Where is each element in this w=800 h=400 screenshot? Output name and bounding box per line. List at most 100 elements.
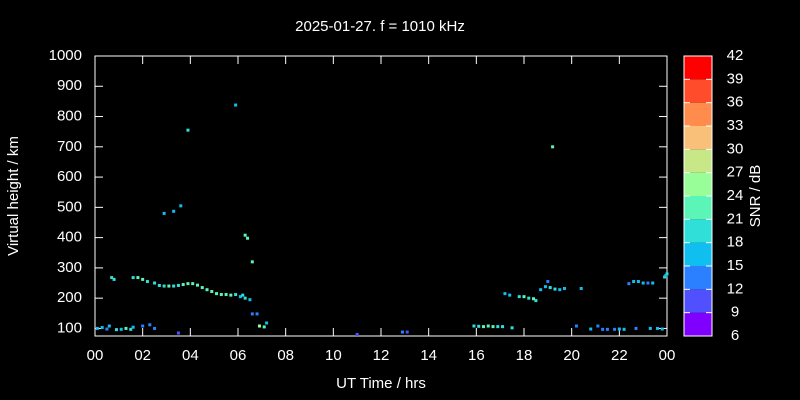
- colorbar-tick-label: 12: [727, 280, 744, 297]
- point: [136, 276, 140, 280]
- point: [641, 281, 645, 285]
- point: [665, 272, 669, 276]
- colorbar-tick-label: 15: [727, 257, 744, 274]
- colorbar-tick-label: 18: [727, 234, 744, 251]
- point: [477, 324, 481, 328]
- point: [596, 324, 600, 328]
- point: [534, 299, 538, 303]
- colorbar-band: [684, 172, 712, 196]
- colorbar-tick-label: 42: [727, 47, 744, 64]
- x-axis-label: UT Time / hrs: [336, 375, 426, 392]
- x-tick-label: 00: [659, 347, 676, 364]
- point: [148, 323, 152, 327]
- point: [491, 325, 495, 329]
- colorbar-tick-label: 24: [727, 187, 744, 204]
- point: [250, 260, 254, 264]
- point: [636, 280, 640, 284]
- point: [508, 293, 512, 297]
- point: [486, 324, 490, 328]
- point: [405, 330, 409, 334]
- colorbar-band: [684, 266, 712, 290]
- point: [210, 290, 214, 294]
- x-tick-label: 08: [277, 347, 294, 364]
- point: [145, 280, 149, 284]
- point: [112, 277, 116, 281]
- point: [153, 326, 157, 330]
- colorbar-tick-label: 27: [727, 164, 744, 181]
- point: [579, 286, 583, 290]
- point: [131, 325, 135, 329]
- x-tick-label: 06: [230, 347, 247, 364]
- point: [503, 292, 507, 296]
- colorbar-tick-label: 36: [727, 94, 744, 111]
- colorbar-band: [684, 102, 712, 126]
- y-tick-label: 700: [57, 138, 82, 155]
- point: [107, 324, 111, 328]
- colorbar-tick-label: 21: [727, 210, 744, 227]
- colorbar-frame: [683, 55, 713, 337]
- point: [601, 327, 605, 331]
- colorbar-tick-label: 33: [727, 117, 744, 134]
- y-tick-label: 800: [57, 108, 82, 125]
- point: [234, 293, 238, 297]
- point: [617, 327, 621, 331]
- point: [243, 233, 247, 237]
- point: [241, 293, 245, 297]
- point: [605, 327, 609, 331]
- point: [517, 295, 521, 299]
- y-tick-label: 1000: [49, 47, 82, 64]
- point: [141, 277, 145, 281]
- point: [205, 288, 209, 292]
- point: [246, 236, 250, 240]
- point: [255, 312, 259, 316]
- colorbar-band: [684, 79, 712, 103]
- point: [172, 209, 176, 213]
- y-tick-label: 900: [57, 77, 82, 94]
- point: [229, 293, 233, 297]
- point: [563, 286, 567, 290]
- point: [248, 298, 252, 302]
- y-axis-label: Virtual height / km: [5, 136, 22, 256]
- point: [558, 288, 562, 292]
- y-tick-label: 100: [57, 319, 82, 336]
- point: [179, 204, 183, 208]
- point: [627, 282, 631, 286]
- point: [219, 293, 223, 297]
- x-tick-label: 22: [611, 347, 628, 364]
- point: [176, 283, 180, 287]
- point: [551, 145, 555, 149]
- point: [546, 280, 550, 284]
- x-tick-label: 12: [373, 347, 390, 364]
- point: [510, 326, 514, 330]
- point: [95, 326, 99, 330]
- point: [234, 103, 238, 107]
- point: [153, 281, 157, 285]
- point: [481, 325, 485, 329]
- point: [162, 284, 166, 288]
- x-tick-label: 02: [134, 347, 151, 364]
- point: [648, 326, 652, 330]
- point: [527, 296, 531, 300]
- chart-title: 2025-01-27. f = 1010 kHz: [295, 18, 465, 35]
- point: [663, 275, 667, 279]
- point: [176, 331, 180, 335]
- point: [191, 282, 195, 286]
- point: [613, 327, 617, 331]
- point: [574, 324, 578, 328]
- point: [400, 330, 404, 334]
- point: [100, 326, 104, 330]
- y-tick-label: 200: [57, 289, 82, 306]
- point: [632, 280, 636, 284]
- colorbar-band: [684, 219, 712, 243]
- point: [105, 327, 109, 331]
- point: [522, 295, 526, 299]
- x-tick-label: 04: [182, 347, 199, 364]
- colorbar-band: [684, 312, 712, 336]
- point: [660, 327, 664, 331]
- point: [553, 287, 557, 291]
- y-tick-label: 400: [57, 229, 82, 246]
- point: [250, 312, 254, 316]
- colorbar-band: [684, 196, 712, 220]
